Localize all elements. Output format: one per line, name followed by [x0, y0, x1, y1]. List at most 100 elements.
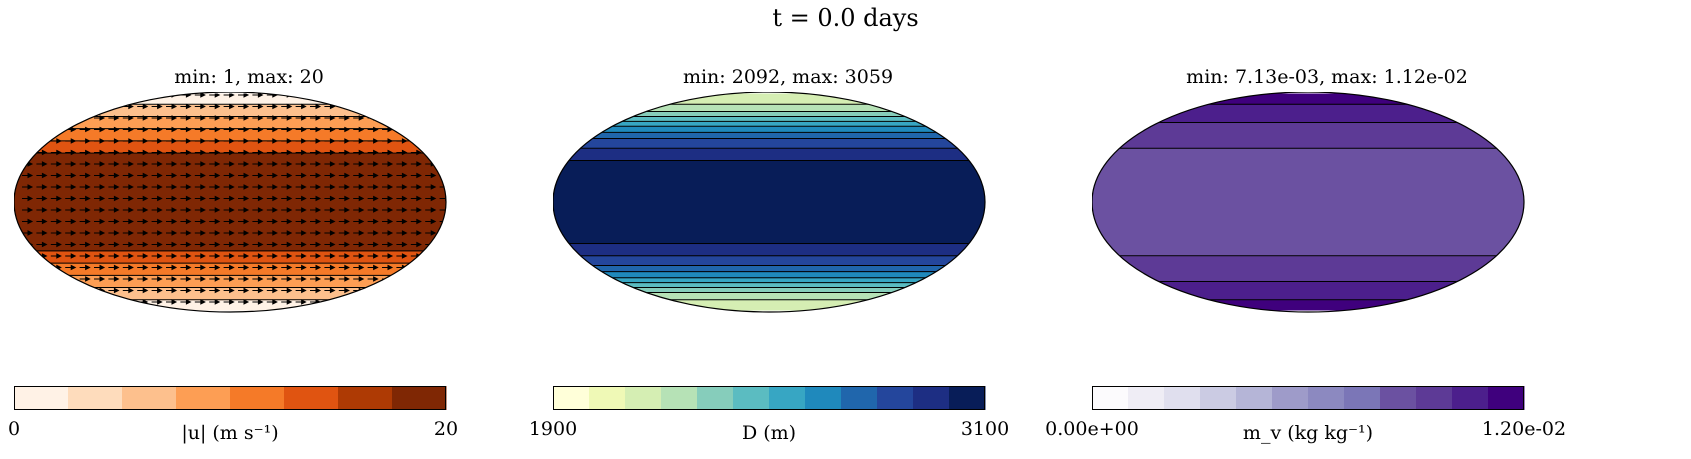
- wind-arrow: [79, 207, 91, 213]
- map-vapour: [1092, 92, 1558, 314]
- wind-arrow: [122, 241, 134, 248]
- wind-arrow: [194, 207, 206, 213]
- wind-arrow: [223, 92, 235, 98]
- wind-arrow: [295, 195, 307, 202]
- wind-arrow: [252, 241, 264, 248]
- wind-arrow: [108, 241, 120, 248]
- wind-arrow: [166, 161, 178, 167]
- wind-arrow: [324, 276, 336, 282]
- wind-arrow: [439, 92, 446, 98]
- wind-arrow: [108, 138, 120, 144]
- wind-arrow: [396, 287, 408, 294]
- wind-arrow: [324, 184, 336, 190]
- wind-arrow: [295, 172, 307, 179]
- wind-arrow: [252, 138, 264, 144]
- wind-arrow: [338, 287, 350, 294]
- map-band: [553, 287, 985, 293]
- figure-title: t = 0.0 days: [772, 4, 919, 32]
- wind-arrow: [295, 184, 307, 190]
- wind-arrow: [281, 115, 293, 121]
- wind-arrow: [36, 287, 48, 294]
- map-band: [553, 132, 985, 139]
- wind-arrow: [79, 195, 91, 202]
- wind-arrow: [353, 172, 365, 179]
- wind-arrow: [410, 149, 422, 156]
- wind-arrow: [65, 287, 77, 294]
- wind-arrow: [367, 299, 379, 305]
- wind-arrow: [166, 138, 178, 144]
- wind-arrow: [223, 299, 235, 305]
- wind-arrow: [439, 264, 446, 271]
- wind-arrow: [151, 138, 163, 144]
- wind-arrow: [367, 195, 379, 202]
- wind-arrow: [396, 161, 408, 167]
- wind-arrow: [281, 207, 293, 213]
- colorbar-frame: [553, 386, 985, 410]
- wind-arrow: [94, 92, 106, 98]
- wind-arrow: [137, 92, 149, 98]
- colorbar-swatch: [1272, 386, 1309, 410]
- colorbar-min-tick: 0.00e+00: [1045, 418, 1139, 440]
- wind-arrow: [79, 126, 91, 133]
- wind-arrow: [266, 207, 278, 213]
- wind-arrow: [295, 161, 307, 167]
- wind-arrow: [382, 299, 394, 305]
- wind-arrow: [410, 299, 422, 305]
- wind-arrow: [310, 276, 322, 282]
- wind-arrow: [137, 218, 149, 225]
- wind-arrow: [194, 218, 206, 225]
- wind-arrow: [439, 241, 446, 248]
- wind-arrow: [281, 241, 293, 248]
- wind-arrow: [281, 230, 293, 236]
- wind-arrow: [180, 218, 192, 225]
- wind-arrow: [252, 115, 264, 121]
- map-band: [1092, 104, 1524, 124]
- wind-arrow: [252, 161, 264, 167]
- wind-arrow: [137, 264, 149, 271]
- wind-arrow: [425, 115, 437, 121]
- wind-arrow: [65, 299, 77, 305]
- colorbar-max-tick: 1.20e-02: [1481, 418, 1567, 440]
- wind-arrow: [425, 138, 437, 144]
- wind-arrow: [310, 172, 322, 179]
- map-band: [14, 140, 446, 154]
- wind-arrow: [166, 103, 178, 110]
- wind-arrow: [194, 92, 206, 98]
- wind-arrow: [252, 103, 264, 110]
- wind-arrow: [324, 287, 336, 294]
- wind-arrow: [266, 103, 278, 110]
- wind-arrow: [238, 276, 250, 282]
- colorbar-swatch: [1380, 386, 1417, 410]
- wind-arrow: [50, 115, 62, 121]
- wind-arrow: [108, 264, 120, 271]
- wind-arrow: [50, 218, 62, 225]
- wind-arrow: [166, 276, 178, 282]
- wind-arrow: [108, 92, 120, 98]
- wind-arrow: [22, 253, 34, 259]
- wind-arrow: [295, 253, 307, 259]
- wind-arrow: [94, 207, 106, 213]
- wind-arrow: [50, 230, 62, 236]
- wind-arrow: [238, 103, 250, 110]
- wind-arrow: [151, 126, 163, 133]
- wind-arrow: [79, 149, 91, 156]
- map-depth: [553, 92, 1019, 314]
- wind-arrow: [281, 276, 293, 282]
- wind-arrow: [194, 138, 206, 144]
- wind-arrow: [324, 253, 336, 259]
- wind-arrow: [238, 149, 250, 156]
- wind-arrow: [108, 287, 120, 294]
- wind-arrow: [410, 264, 422, 271]
- wind-arrow: [79, 287, 91, 294]
- wind-arrow: [65, 195, 77, 202]
- wind-arrow: [295, 287, 307, 294]
- wind-arrow: [108, 207, 120, 213]
- wind-arrow: [209, 230, 221, 236]
- wind-arrow: [310, 92, 322, 98]
- wind-arrow: [353, 195, 365, 202]
- wind-arrow: [252, 276, 264, 282]
- wind-arrow: [180, 241, 192, 248]
- wind-arrow: [410, 287, 422, 294]
- wind-arrow: [425, 299, 437, 305]
- wind-arrow: [266, 161, 278, 167]
